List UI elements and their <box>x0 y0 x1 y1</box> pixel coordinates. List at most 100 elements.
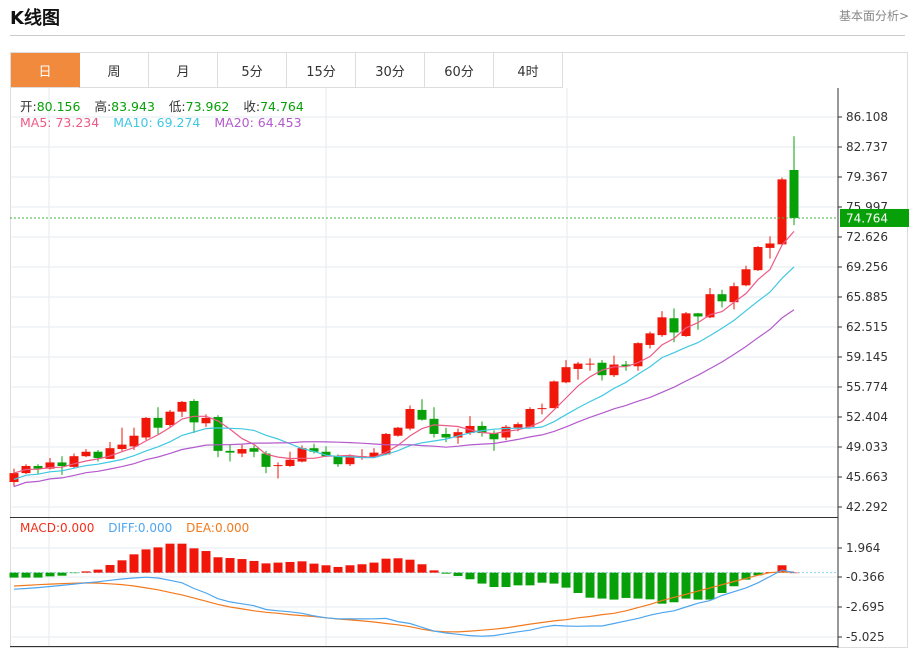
candle <box>681 312 691 337</box>
macd-bar <box>405 559 415 573</box>
high-label: 高: <box>94 99 112 114</box>
macd-bar <box>465 572 475 580</box>
fundamental-analysis-link[interactable]: 基本面分析> <box>838 9 909 23</box>
macd-bar <box>561 572 571 588</box>
candle-body <box>393 427 403 436</box>
candle-body <box>429 418 439 434</box>
candle <box>381 433 391 456</box>
macd-bar <box>93 569 103 573</box>
high-value: 83.943 <box>111 99 155 114</box>
macd-bar <box>537 572 547 583</box>
candle <box>741 265 751 287</box>
candle-body <box>321 451 331 457</box>
macd-bar <box>585 572 595 598</box>
macd-bar <box>369 562 379 573</box>
macd-bar <box>429 570 439 573</box>
ma10-value: MA10: 69.274 <box>113 115 201 130</box>
candle <box>621 360 631 371</box>
candle-body <box>441 433 451 438</box>
tab-5[interactable]: 30分 <box>356 53 425 88</box>
candle-body <box>33 465 43 469</box>
candle <box>777 177 787 245</box>
macd-bar <box>45 572 55 577</box>
macd-bar <box>549 572 559 584</box>
candle-body <box>225 450 235 453</box>
candle-body <box>669 318 679 333</box>
tab-2[interactable]: 月 <box>149 53 218 88</box>
candle <box>705 287 715 319</box>
candle-body <box>333 456 343 465</box>
tab-0[interactable]: 日 <box>11 53 80 88</box>
candle-body <box>129 435 139 447</box>
macd-bar <box>201 551 211 573</box>
price-tick-label: 59.145 <box>846 350 888 364</box>
macd-bar <box>141 549 151 573</box>
price-tick-label: 52.404 <box>846 410 888 424</box>
macd-bar <box>477 572 487 584</box>
macd-bar <box>33 572 43 578</box>
macd-bar <box>633 572 643 599</box>
candle-body <box>549 381 559 409</box>
candle-body <box>345 456 355 465</box>
candle <box>645 331 655 349</box>
macd-bar <box>297 561 307 573</box>
macd-bar <box>753 572 763 576</box>
candle-body <box>489 433 499 440</box>
candle-body <box>537 408 547 410</box>
macd-bar <box>621 572 631 598</box>
low-label: 低: <box>168 99 186 114</box>
candle <box>285 451 295 467</box>
price-tick-label: 86.108 <box>846 110 888 124</box>
macd-bar <box>657 572 667 604</box>
candle <box>369 448 379 458</box>
candle-body <box>177 401 187 412</box>
candle <box>405 405 415 431</box>
candle <box>585 358 595 371</box>
open-label: 开: <box>20 99 37 114</box>
macd-bar <box>189 548 199 573</box>
macd-bar <box>705 572 715 600</box>
macd-bar <box>105 565 115 573</box>
candle-body <box>405 409 415 429</box>
candle <box>393 426 403 437</box>
tab-4[interactable]: 15分 <box>287 53 356 88</box>
macd-bar <box>789 572 799 574</box>
candle <box>753 246 763 272</box>
candle-body <box>213 417 223 451</box>
candle-body <box>369 452 379 458</box>
macd-bar <box>513 572 523 586</box>
tab-6[interactable]: 60分 <box>425 53 494 88</box>
candle <box>81 449 91 458</box>
macd-bar <box>609 572 619 600</box>
candle-body <box>645 333 655 345</box>
diff-line <box>13 569 795 637</box>
divider <box>10 35 905 36</box>
macd-bar <box>453 572 463 576</box>
macd-bar <box>261 563 271 573</box>
tab-1[interactable]: 周 <box>80 53 149 88</box>
diff-value: DIFF:0.000 <box>108 521 173 535</box>
price-tick-label: 45.663 <box>846 470 888 484</box>
tab-7[interactable]: 4时 <box>494 53 563 88</box>
candle <box>729 282 739 310</box>
candle-body <box>609 364 619 376</box>
candle <box>693 312 703 330</box>
candle <box>657 311 667 337</box>
open-value: 80.156 <box>36 99 81 114</box>
macd-bar <box>153 547 163 573</box>
ma-legend: MA5: 73.234 MA10: 69.274 MA20: 64.453 <box>20 115 312 130</box>
candle-body <box>273 465 283 467</box>
dea-line <box>13 571 794 633</box>
tab-3[interactable]: 5分 <box>218 53 287 88</box>
ohlc-legend: 开:80.156 高:83.943 低:73.962 收:74.764 <box>20 96 314 115</box>
candle-body <box>501 426 511 438</box>
macd-bar <box>729 572 739 587</box>
price-tick-label: 55.774 <box>846 380 888 394</box>
macd-bar <box>393 558 403 573</box>
macd-bar <box>357 564 367 573</box>
candle-body <box>765 243 775 248</box>
macd-bar <box>693 572 703 600</box>
candle-body <box>573 363 583 369</box>
candle-body <box>189 401 199 423</box>
